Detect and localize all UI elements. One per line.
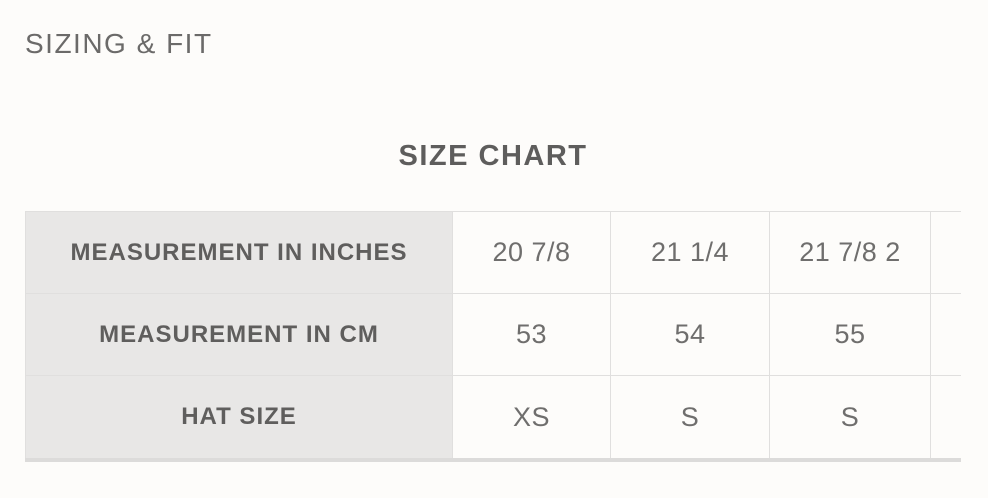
section-title: SIZING & FIT [25, 28, 213, 59]
value-cell: 21 7/8 2 [769, 211, 931, 295]
row-label-cell: MEASUREMENT IN CM [25, 293, 453, 377]
value-cell: 21 1/4 [610, 211, 770, 295]
row-label-cell: HAT SIZE [25, 375, 453, 458]
value-cell: S [610, 375, 770, 458]
size-chart-table: MEASUREMENT IN INCHES 20 7/8 21 1/4 21 7… [25, 211, 961, 458]
value-cell-clipped [930, 375, 961, 458]
value-cell: S [769, 375, 931, 458]
size-chart-title: SIZE CHART [398, 139, 588, 172]
value-cell: 53 [452, 293, 611, 377]
value-cell: 54 [610, 293, 770, 377]
table-row-cm: MEASUREMENT IN CM 53 54 55 [25, 293, 961, 377]
value-cell: 20 7/8 [452, 211, 611, 295]
table-row-hat-size: HAT SIZE XS S S [25, 375, 961, 458]
value-cell: XS [452, 375, 611, 458]
size-chart-table-container: MEASUREMENT IN INCHES 20 7/8 21 1/4 21 7… [25, 211, 961, 462]
value-cell: 55 [769, 293, 931, 377]
value-cell-clipped [930, 211, 961, 295]
row-label-cell: MEASUREMENT IN INCHES [25, 211, 453, 295]
table-row-inches: MEASUREMENT IN INCHES 20 7/8 21 1/4 21 7… [25, 211, 961, 295]
value-cell-clipped [930, 293, 961, 377]
